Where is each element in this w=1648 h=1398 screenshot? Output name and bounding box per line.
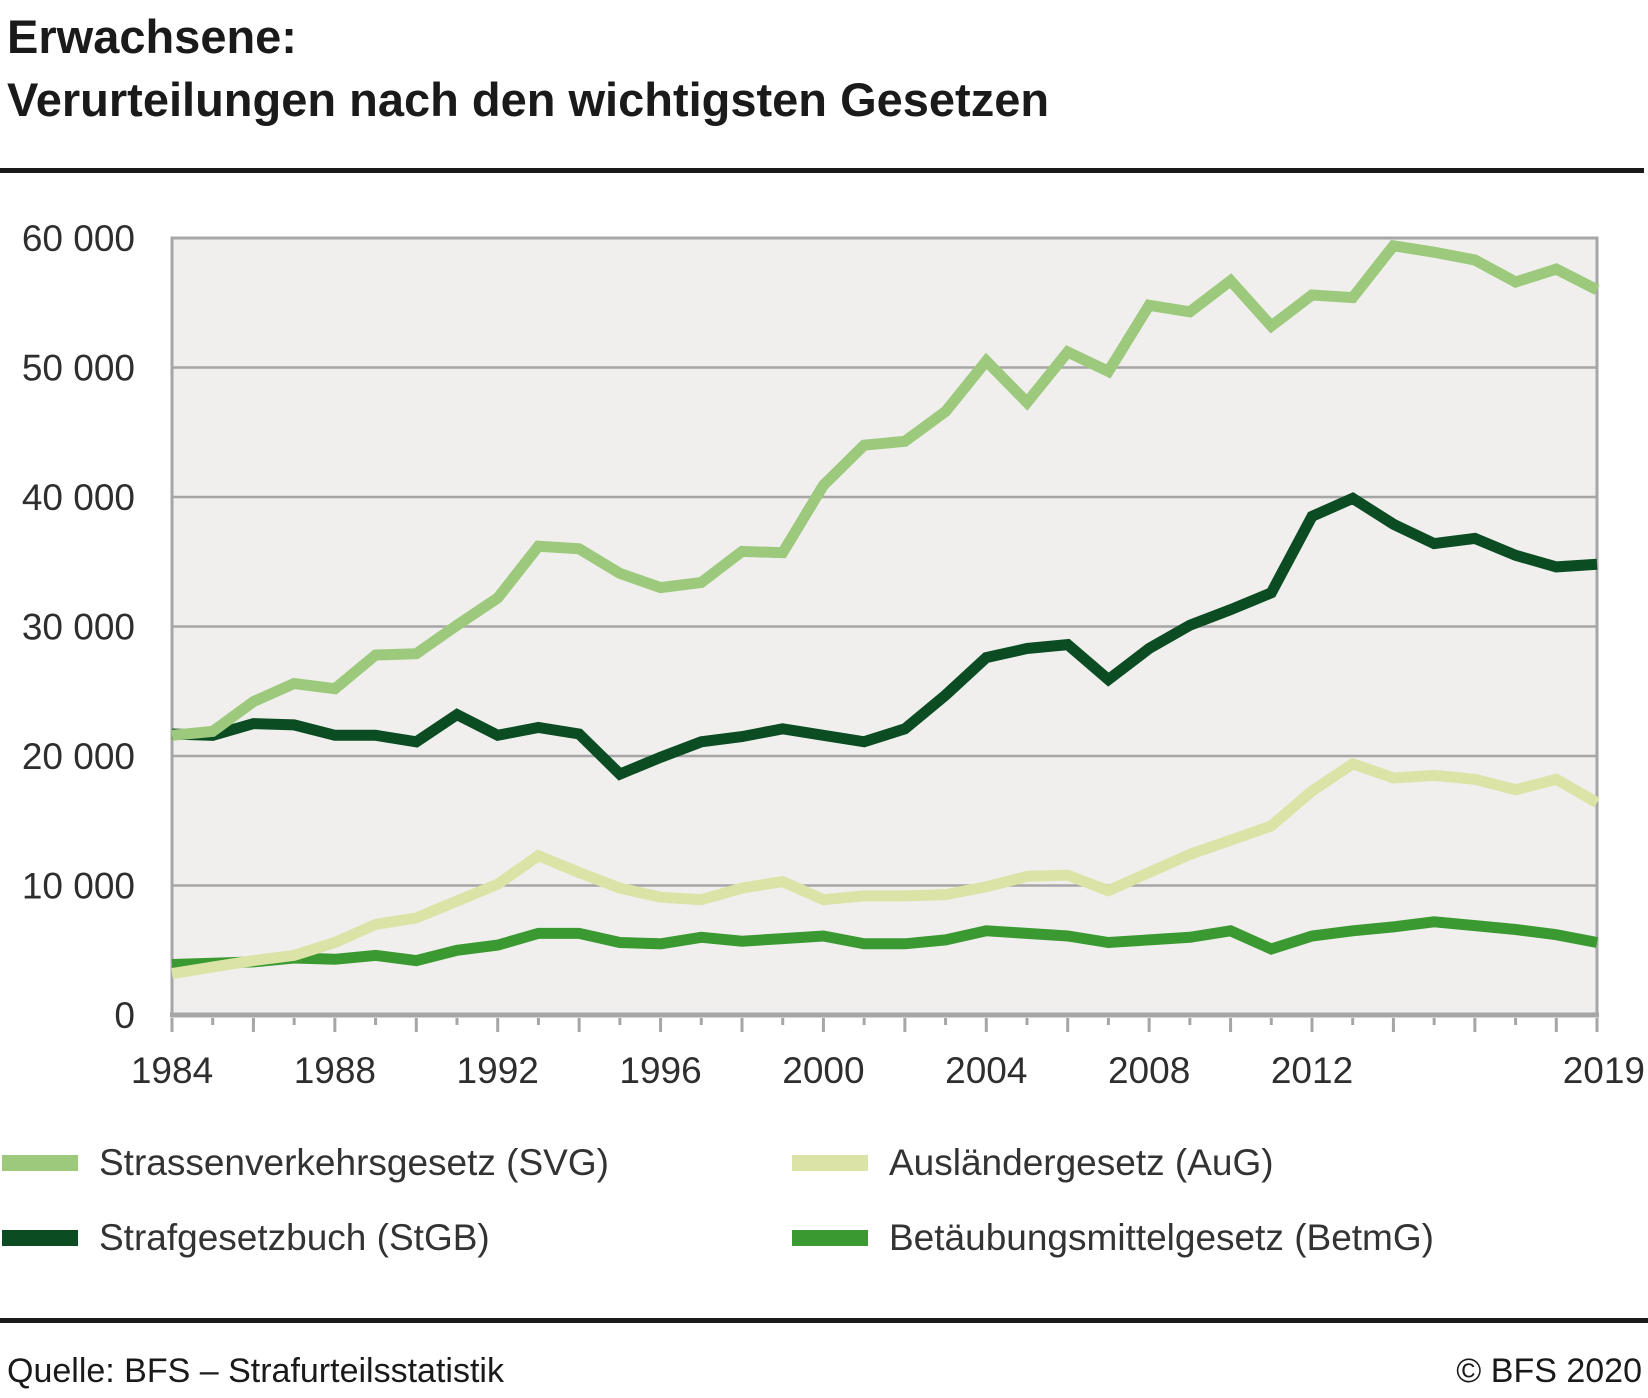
x-axis-label-1996: 1996: [619, 1050, 701, 1091]
y-axis-label-10000: 10 000: [22, 866, 135, 907]
y-axis-label-20000: 20 000: [22, 736, 135, 777]
x-axis-label-1988: 1988: [294, 1050, 376, 1091]
legend-label-stgb: Strafgesetzbuch (StGB): [99, 1217, 490, 1258]
series-line-0: [171, 239, 1600, 741]
y-axis-label-40000: 40 000: [22, 477, 135, 518]
y-axis-label-50000: 50 000: [22, 348, 135, 389]
legend-item-svg: Strassenverkehrsgesetz (SVG): [2, 1140, 792, 1186]
x-axis-label-1992: 1992: [457, 1050, 539, 1091]
footer-divider-rule: [0, 1318, 1648, 1323]
x-axis-label-2012: 2012: [1271, 1050, 1353, 1091]
y-axis-label-30000: 30 000: [22, 607, 135, 648]
legend-swatch-betmg: [792, 1230, 868, 1246]
line-chart-canvas: 0 10 000 20 000 30 000 40 000 50 000 60 000 198…: [22, 218, 1645, 1091]
chart-title-line-2: Verurteilungen nach den wichtigsten Gese…: [7, 72, 1050, 126]
legend-label-svg: Strassenverkehrsgesetz (SVG): [99, 1142, 609, 1183]
x-axis-label-2000: 2000: [782, 1050, 864, 1091]
legend-swatch-svg: [2, 1155, 78, 1171]
chart-legend: Strassenverkehrsgesetz (SVG) Ausländerge…: [2, 1140, 1642, 1261]
x-axis-label-2019: 2019: [1563, 1050, 1645, 1091]
footer: Quelle: BFS – Strafurteilsstatistik © BF…: [7, 1352, 1642, 1391]
line-chart-area: 0 10 000 20 000 30 000 40 000 50 000 60 000 198…: [0, 190, 1648, 1100]
legend-item-aug: Ausländergesetz (AuG): [792, 1140, 1642, 1186]
legend-label-betmg: Betäubungsmittelgesetz (BetmG): [889, 1217, 1434, 1258]
x-axis-label-1984: 1984: [131, 1050, 213, 1091]
title-divider-rule: [0, 168, 1644, 173]
x-axis-label-2004: 2004: [945, 1050, 1027, 1091]
y-axis-label-0: 0: [114, 995, 135, 1036]
series-line-1: [171, 492, 1598, 781]
legend-label-aug: Ausländergesetz (AuG): [889, 1142, 1274, 1183]
copyright-text: © BFS 2020: [1456, 1352, 1642, 1390]
legend-item-betmg: Betäubungsmittelgesetz (BetmG): [792, 1215, 1642, 1261]
series-line-2: [171, 757, 1600, 980]
y-axis-label-60000: 60 000: [22, 218, 135, 259]
legend-swatch-aug: [792, 1155, 868, 1171]
x-axis-label-2008: 2008: [1108, 1050, 1190, 1091]
chart-title-line-1: Erwachsene:: [7, 10, 297, 63]
legend-swatch-stgb: [2, 1230, 78, 1246]
source-text: Quelle: BFS – Strafurteilsstatistik: [7, 1352, 504, 1390]
chart-title: Erwachsene: Verurteilungen nach den wich…: [7, 6, 1637, 131]
series-line-3: [171, 916, 1599, 970]
legend-item-stgb: Strafgesetzbuch (StGB): [2, 1215, 792, 1261]
